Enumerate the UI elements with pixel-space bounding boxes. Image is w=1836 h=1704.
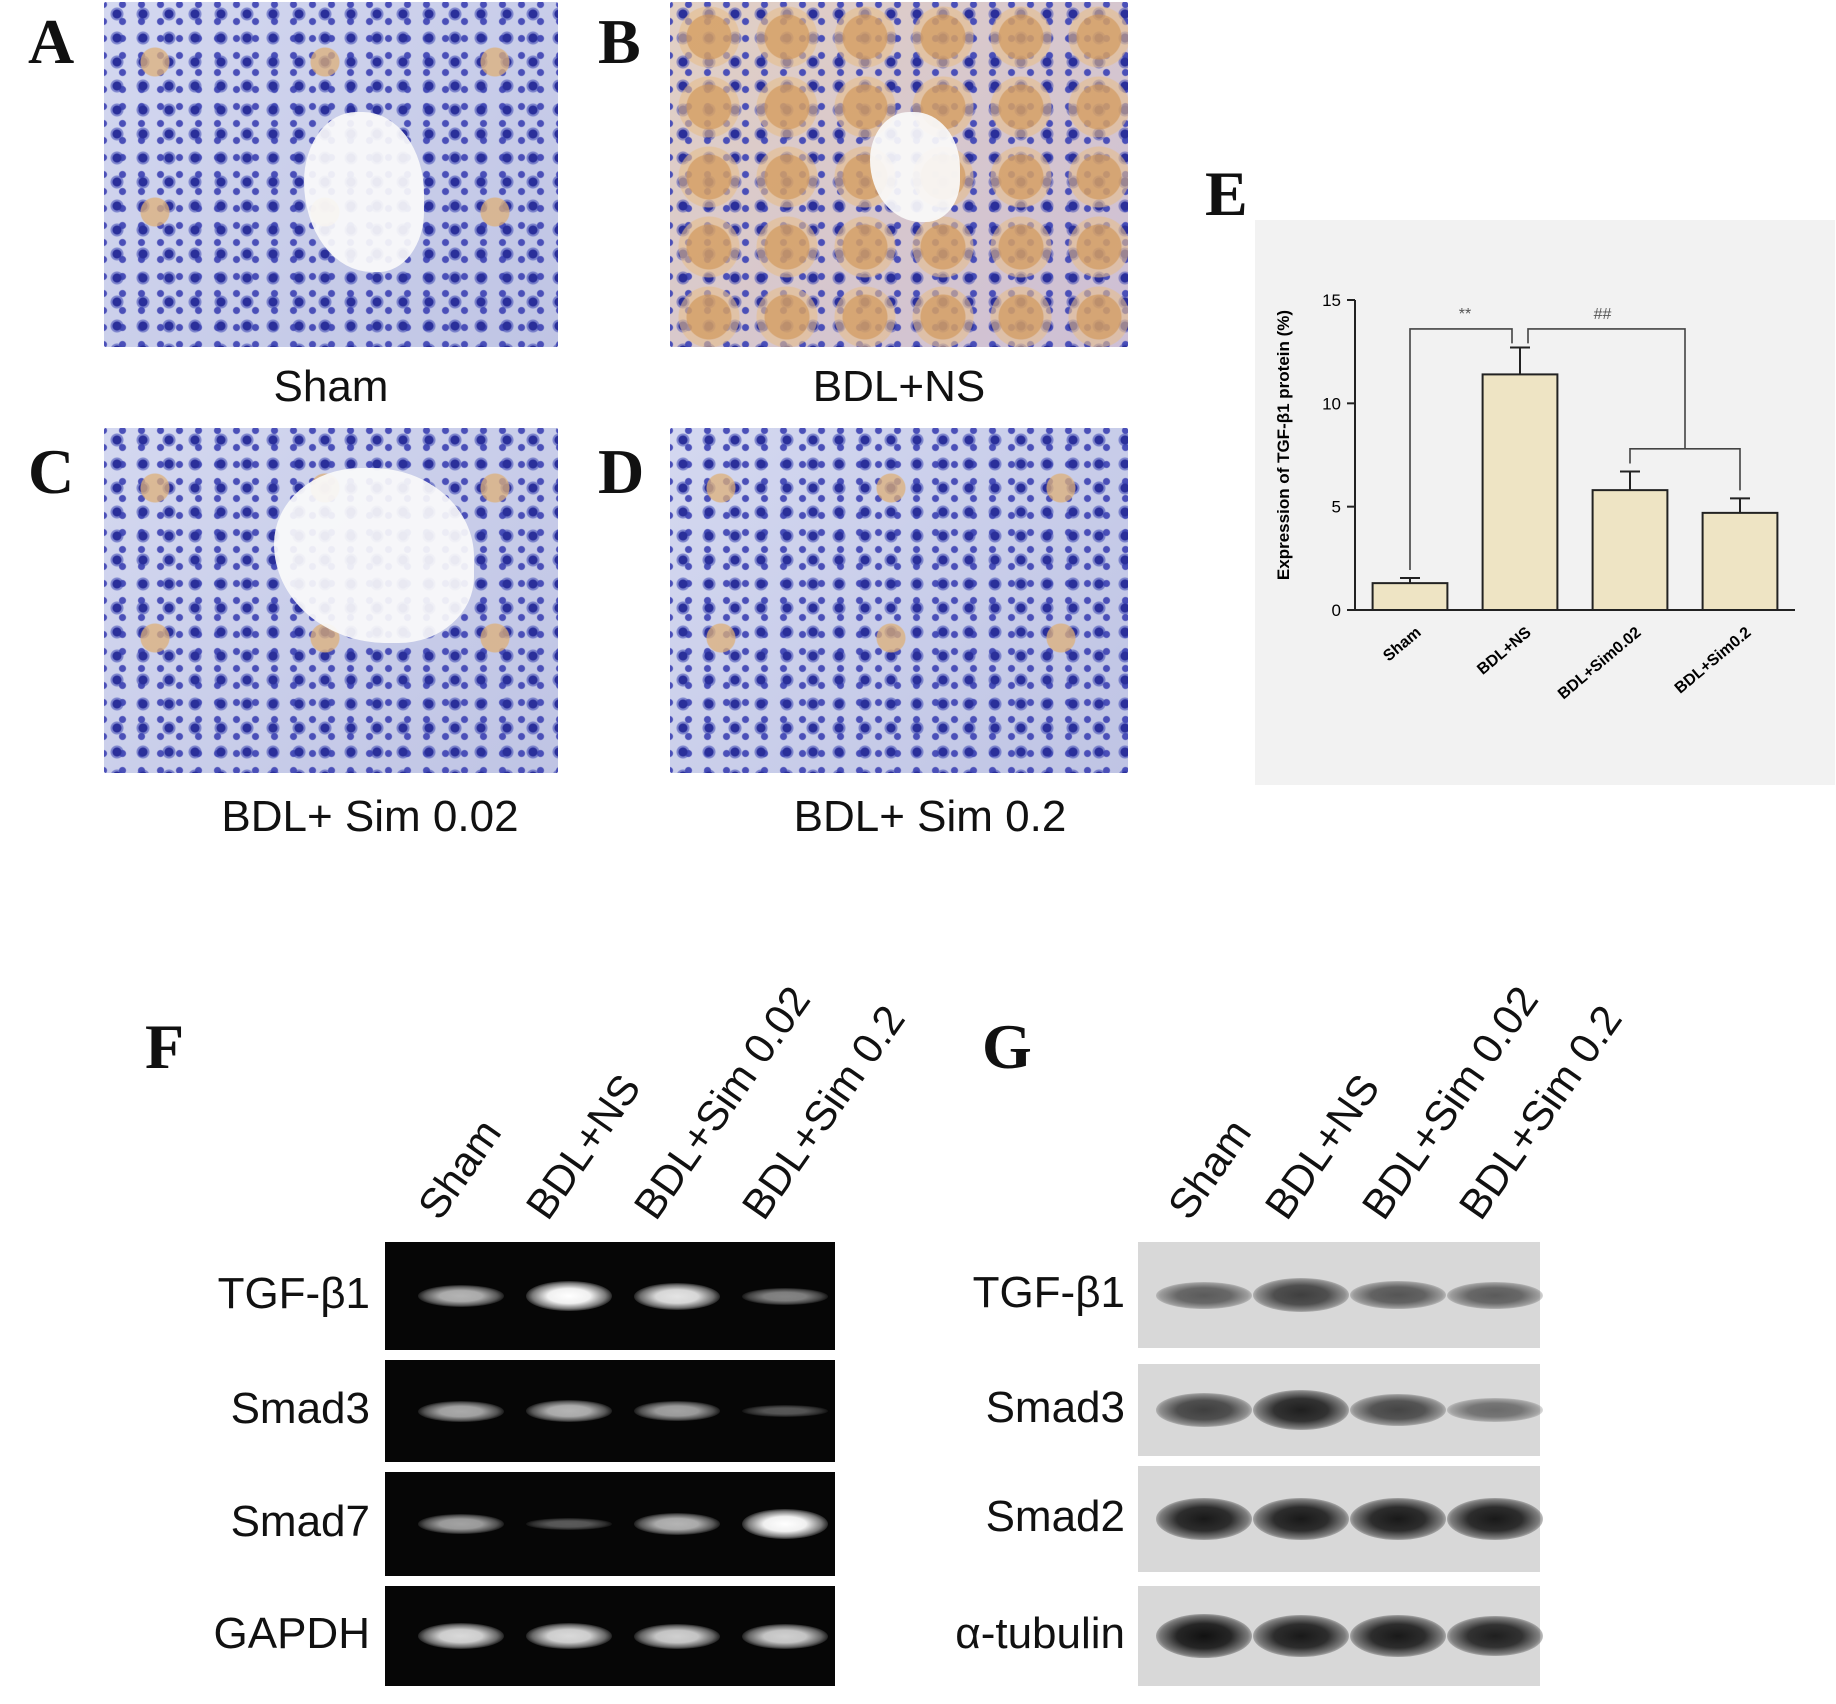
y-axis-label: Expression of TGF-β1 protein (%)	[1274, 310, 1293, 580]
band	[1350, 1280, 1446, 1310]
lane-label: Sham	[408, 1110, 511, 1228]
blot-strip	[1138, 1364, 1543, 1456]
caption-bdl-sim-0-2: BDL+ Sim 0.2	[793, 792, 1067, 841]
row-label: α-tubulin	[955, 1609, 1125, 1658]
band	[742, 1287, 828, 1305]
band	[1447, 1398, 1543, 1422]
gel-strip	[385, 1242, 835, 1350]
row-label: TGF-β1	[217, 1269, 370, 1318]
chart-panel-e: 0 5 10 15 Expression of TGF-β1 protein (%) Sh…	[1255, 220, 1835, 785]
band	[1350, 1614, 1446, 1658]
blot-strip	[1138, 1586, 1543, 1686]
band	[634, 1623, 720, 1649]
panel-letter-a: A	[28, 6, 75, 77]
bar	[1591, 489, 1669, 611]
panel-letter-c: C	[28, 436, 75, 507]
band	[1447, 1615, 1543, 1657]
y-tick-label: 10	[1322, 394, 1341, 413]
blot-strip	[1138, 1242, 1543, 1348]
micrograph-bdl-ns	[670, 2, 1128, 347]
band	[526, 1281, 612, 1311]
band	[742, 1623, 828, 1649]
panel-letter-e: E	[1205, 158, 1248, 229]
y-tick-label: 5	[1332, 498, 1341, 517]
band	[1156, 1281, 1252, 1309]
band	[418, 1285, 504, 1307]
panel-letter-f: F	[145, 1011, 185, 1082]
band	[526, 1517, 612, 1531]
band	[1156, 1614, 1252, 1658]
sig-label-hashes: ##	[1594, 306, 1612, 323]
band	[1447, 1497, 1543, 1541]
row-label: GAPDH	[213, 1609, 370, 1658]
gel-strip	[385, 1360, 835, 1462]
bar	[1371, 582, 1449, 611]
x-tick-label: BDL+Sim0.02	[1555, 624, 1645, 703]
micrograph-bdl-sim-0-2	[670, 428, 1128, 773]
panel-letter-d: D	[598, 436, 645, 507]
row-label: Smad3	[985, 1383, 1125, 1432]
gel-strip	[385, 1586, 835, 1686]
bracket-sim-pair	[1629, 448, 1741, 491]
lane-label: Sham	[1158, 1110, 1261, 1228]
bracket-sham-ns	[1409, 328, 1513, 570]
panel-letter-g: G	[982, 1011, 1032, 1082]
band	[742, 1405, 828, 1417]
row-label: TGF-β1	[972, 1268, 1125, 1317]
y-tick-label: 15	[1322, 291, 1341, 310]
x-tick-label: BDL+NS	[1474, 624, 1535, 679]
row-label: Smad7	[230, 1497, 370, 1546]
micrograph-bdl-sim-0-02	[104, 428, 558, 773]
band	[1447, 1281, 1543, 1309]
band	[1350, 1393, 1446, 1427]
bracket-ns-sim	[1527, 328, 1686, 449]
band	[418, 1400, 504, 1422]
caption-bdl-ns: BDL+NS	[812, 362, 986, 411]
band	[634, 1401, 720, 1421]
band	[418, 1514, 504, 1534]
band	[1253, 1614, 1349, 1658]
band	[1253, 1278, 1349, 1312]
band	[634, 1513, 720, 1535]
sig-label-stars: **	[1459, 306, 1471, 323]
x-tick-label: Sham	[1380, 624, 1424, 665]
band	[1156, 1497, 1252, 1541]
bar	[1481, 373, 1559, 611]
blot-strip	[1138, 1466, 1543, 1572]
band	[1253, 1389, 1349, 1431]
band	[634, 1282, 720, 1310]
gel-strip	[385, 1472, 835, 1576]
x-tick-label: BDL+Sim0.2	[1672, 624, 1755, 697]
panel-letter-b: B	[598, 6, 641, 77]
band	[1156, 1393, 1252, 1427]
band	[742, 1509, 828, 1539]
row-label: Smad3	[230, 1384, 370, 1433]
caption-sham: Sham	[273, 362, 389, 411]
bar-chart: 0 5 10 15 Expression of TGF-β1 protein (%) Sh…	[1274, 291, 1795, 703]
band	[1350, 1497, 1446, 1541]
micrograph-sham	[104, 2, 558, 347]
band	[1253, 1497, 1349, 1541]
band	[526, 1400, 612, 1422]
band	[418, 1623, 504, 1649]
y-tick-label: 0	[1332, 601, 1341, 620]
caption-bdl-sim-0-02: BDL+ Sim 0.02	[221, 792, 519, 841]
row-label: Smad2	[985, 1492, 1125, 1541]
bar	[1701, 511, 1779, 611]
band	[526, 1623, 612, 1649]
